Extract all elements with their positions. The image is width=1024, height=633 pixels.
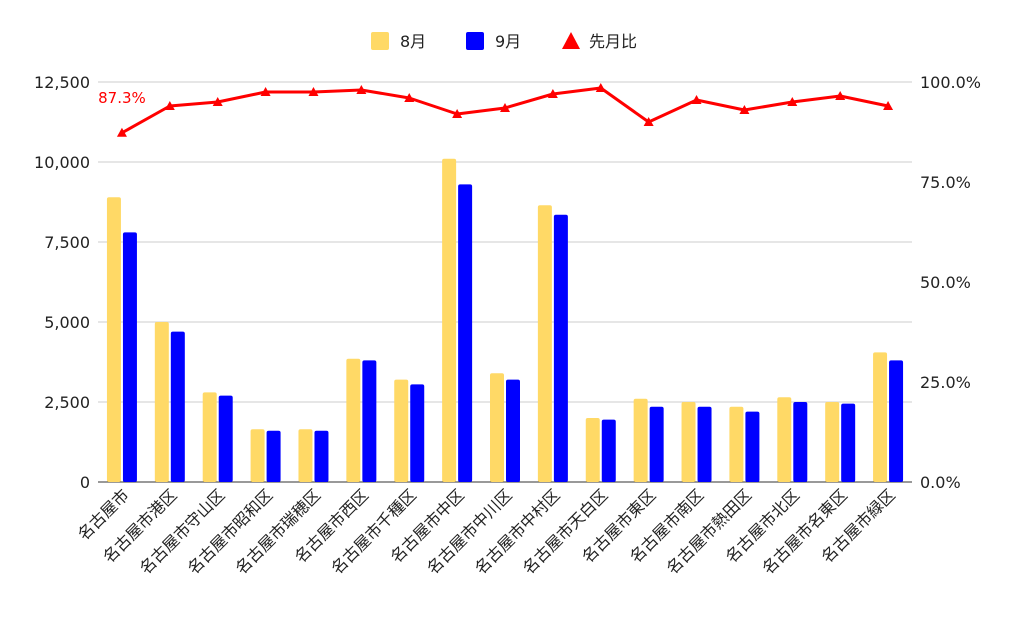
category-label: 名古屋市千種区 — [327, 485, 420, 578]
bar-aug — [298, 429, 313, 482]
bar-sep — [410, 384, 425, 482]
bar-aug — [537, 205, 552, 482]
ratio-line — [116, 83, 894, 137]
ratio-point — [308, 87, 319, 96]
bar-sep — [170, 331, 185, 482]
left-axis: 0 2,500 5,000 7,500 10,000 12,500 — [34, 73, 90, 492]
ratio-point — [883, 101, 894, 110]
bar-aug — [202, 392, 217, 482]
ratio-point — [691, 95, 702, 104]
category-label: 名古屋市中村区 — [471, 485, 564, 578]
legend-swatch-aug — [371, 32, 389, 50]
left-tick-label: 10,000 — [34, 153, 90, 172]
ratio-point — [643, 117, 654, 126]
bar-aug — [681, 402, 696, 482]
bar-sep — [553, 214, 568, 483]
bar-aug — [250, 429, 265, 482]
category-label: 名古屋市昭和区 — [184, 485, 277, 578]
bar-sep — [793, 402, 808, 482]
right-tick-label: 100.0% — [920, 73, 981, 92]
ratio-point — [500, 103, 510, 112]
right-tick-label: 25.0% — [920, 373, 971, 392]
data-labels: 87.3% — [98, 89, 146, 107]
bar-sep — [458, 184, 473, 482]
data-label: 87.3% — [98, 89, 146, 107]
bar-aug — [346, 358, 361, 482]
bar-sep — [122, 232, 137, 482]
ratio-point — [404, 93, 415, 102]
bar-aug — [154, 322, 169, 482]
ratio-point — [787, 97, 798, 106]
bar-sep — [697, 406, 712, 482]
legend-label-ratio: 先月比 — [589, 32, 637, 51]
bar-sep — [841, 403, 856, 482]
ratio-point — [260, 87, 271, 96]
legend-label-sep: 9月 — [495, 32, 521, 51]
ratio-point — [116, 127, 127, 137]
left-tick-label: 0 — [80, 473, 90, 492]
bar-sep — [506, 379, 520, 482]
bar-sep — [601, 419, 616, 482]
bar-aug — [442, 158, 457, 483]
bars — [106, 158, 904, 483]
bar-sep — [745, 411, 760, 482]
legend: 8月 9月 先月比 — [371, 32, 637, 51]
left-tick-label: 7,500 — [44, 233, 90, 252]
right-tick-label: 50.0% — [920, 273, 971, 292]
left-tick-label: 5,000 — [44, 313, 90, 332]
category-labels: 名古屋市名古屋市港区名古屋市守山区名古屋市昭和区名古屋市瑞穂区名古屋市西区名古屋… — [74, 485, 899, 578]
ratio-point — [595, 83, 606, 92]
bar-sep — [266, 430, 281, 482]
ratio-point — [164, 101, 175, 110]
ratio-point — [739, 105, 750, 114]
category-label: 名古屋市天白区 — [519, 485, 612, 578]
category-label: 名古屋市中川区 — [423, 485, 516, 578]
ratio-point — [356, 85, 367, 94]
ratio-point — [452, 109, 463, 118]
legend-swatch-sep — [466, 32, 484, 50]
bar-aug — [777, 397, 792, 482]
bar-aug — [106, 197, 121, 482]
ratio-point — [547, 89, 558, 98]
bar-aug — [873, 352, 888, 482]
right-tick-label: 0.0% — [920, 473, 961, 492]
bar-aug — [394, 379, 409, 482]
bar-sep — [649, 406, 664, 482]
right-tick-label: 75.0% — [920, 173, 971, 192]
bar-aug — [585, 418, 600, 482]
bar-aug — [729, 406, 744, 482]
bar-sep — [362, 360, 377, 482]
bar-aug — [633, 398, 648, 482]
legend-label-aug: 8月 — [400, 32, 426, 51]
ratio-point — [835, 91, 846, 100]
category-label: 名古屋市守山区 — [136, 485, 229, 578]
bar-aug — [825, 402, 840, 482]
bar-sep — [314, 430, 329, 482]
right-axis: 0.0% 25.0% 50.0% 75.0% 100.0% — [920, 73, 981, 492]
left-tick-label: 12,500 — [34, 73, 90, 92]
legend-triangle-icon — [562, 32, 580, 49]
ratio-point — [212, 97, 223, 106]
category-label: 名古屋市瑞穂区 — [232, 485, 325, 578]
category-label: 名古屋市熱田区 — [663, 485, 756, 578]
gridlines — [98, 81, 912, 483]
bar-sep — [218, 395, 233, 482]
bar-sep — [889, 360, 904, 482]
category-label: 名古屋市名東区 — [758, 485, 851, 578]
bar-aug — [490, 373, 504, 482]
left-tick-label: 2,500 — [44, 393, 90, 412]
